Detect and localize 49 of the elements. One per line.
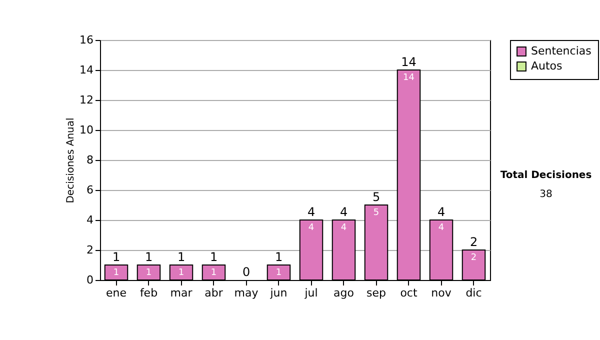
y-tick-label: 0 (86, 274, 94, 286)
data-label: 1 (210, 268, 217, 278)
data-label: 4 (438, 223, 444, 233)
data-label: 2 (470, 253, 477, 263)
total-label: 2 (470, 235, 478, 249)
x-tick-label: nov (431, 286, 452, 300)
data-label: 1 (113, 268, 120, 278)
y-tick-label: 12 (80, 94, 94, 106)
x-tick-label: may (234, 286, 259, 300)
total-label: 1 (112, 250, 120, 264)
x-tick-label: ago (334, 286, 354, 300)
x-tick-label: mar (170, 286, 193, 300)
y-tick-label: 2 (86, 244, 94, 256)
text: Total Decisiones (499, 170, 593, 181)
data-label: 1 (178, 268, 184, 278)
x-tick-label: ene (106, 286, 127, 300)
data-label: 5 (373, 208, 380, 218)
y-tick-label: 4 (86, 214, 94, 226)
x-tick-label: feb (140, 286, 158, 300)
x-tick-label: abr (204, 286, 224, 300)
legend-label: Sentencias (531, 44, 592, 58)
text: 38 (538, 189, 554, 200)
data-label: 1 (146, 268, 152, 278)
data-label: 4 (340, 223, 347, 233)
data-label: 4 (308, 223, 314, 233)
x-tick-label: jun (269, 286, 288, 300)
y-tick-label: 14 (80, 64, 94, 76)
x-tick-label: dic (466, 286, 482, 300)
x-tick-label: oct (400, 286, 418, 300)
total-label: 5 (372, 190, 380, 204)
total-label: 14 (401, 55, 416, 69)
data-label: 1 (276, 268, 282, 278)
y-tick-label: 8 (86, 154, 94, 166)
total-label: 4 (437, 205, 446, 219)
legend-label: Autos (531, 60, 563, 72)
data-label: 14 (403, 73, 415, 83)
y-tick-label: 6 (86, 184, 94, 196)
total-label: 0 (242, 265, 250, 279)
total-label: 1 (177, 250, 186, 264)
total-label: 1 (144, 250, 153, 264)
x-tick-label: jul (304, 286, 318, 300)
total-label: 4 (307, 205, 316, 219)
total-label: 1 (274, 250, 283, 264)
total-label: 1 (210, 250, 218, 264)
y-tick-label: 16 (80, 34, 94, 46)
total-label: 4 (340, 205, 348, 219)
y-axis-title: Decisiones Anual (66, 118, 77, 204)
y-tick-label: 10 (80, 124, 94, 136)
x-tick-label: sep (366, 286, 386, 300)
